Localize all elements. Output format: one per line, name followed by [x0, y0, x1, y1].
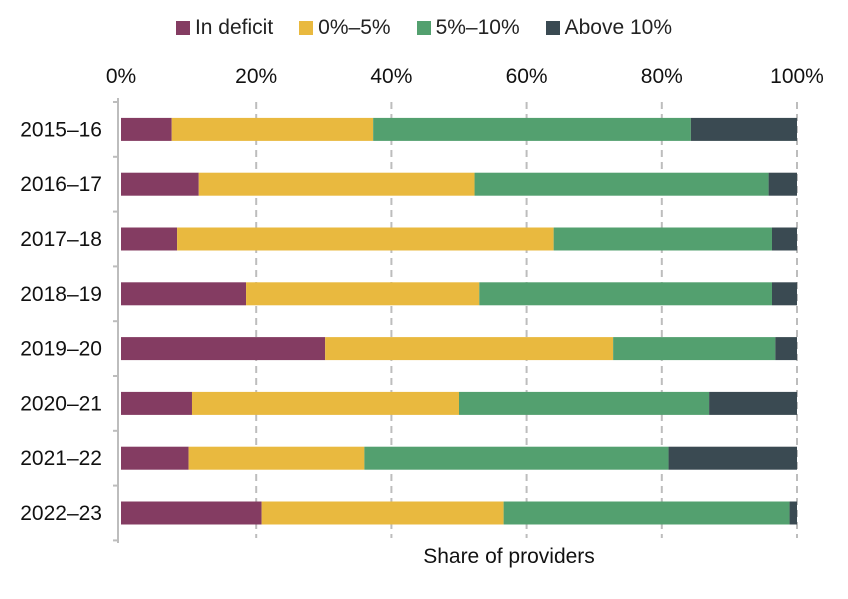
bar-2021-22-above-10	[668, 446, 797, 470]
x-tick-label: 40%	[370, 65, 412, 88]
bar-2021-22-0-5	[188, 446, 365, 470]
bar-2018-19-in-deficit	[121, 282, 247, 306]
y-category-label: 2017–18	[20, 228, 102, 251]
bar-2020-21-in-deficit	[121, 391, 192, 415]
bar-2020-21-5-10	[459, 391, 710, 415]
bar-2017-18-0-5	[177, 227, 554, 251]
bar-2017-18-in-deficit	[121, 227, 178, 251]
x-tick-label: 60%	[506, 65, 548, 88]
x-axis-title: Share of providers	[423, 545, 595, 568]
bar-2016-17-in-deficit	[121, 172, 199, 196]
axes	[113, 98, 119, 543]
y-category-label: 2015–16	[20, 118, 102, 141]
chart-legend: In deficit 0%–5% 5%–10% Above 10%	[0, 16, 848, 40]
legend-item-above-10: Above 10%	[545, 16, 673, 40]
y-category-label: 2018–19	[20, 283, 102, 306]
bar-2020-21-above-10	[709, 391, 797, 415]
bar-2017-18-5-10	[553, 227, 772, 251]
bar-2021-22-5-10	[364, 446, 669, 470]
bar-2015-16-0-5	[171, 117, 374, 141]
bar-2019-20-0-5	[325, 337, 614, 361]
bar-2016-17-0-5	[198, 172, 475, 196]
y-category-label: 2022–23	[20, 502, 102, 525]
legend-swatch-in-deficit	[175, 21, 190, 35]
bar-2018-19-above-10	[771, 282, 797, 306]
y-category-label: 2020–21	[20, 392, 102, 415]
legend-item-0-5: 0%–5%	[299, 16, 391, 40]
legend-label: 5%–10%	[435, 16, 520, 39]
y-category-labels: 2015–16 2016–17 2017–18 2018–19 2019–20 2020–…	[20, 118, 102, 525]
bar-2015-16-above-10	[690, 117, 797, 141]
bars	[121, 117, 797, 525]
legend-item-5-10: 5%–10%	[416, 16, 520, 40]
legend-label: 0%–5%	[318, 16, 391, 39]
legend-label: In deficit	[194, 16, 274, 39]
bar-2016-17-above-10	[768, 172, 797, 196]
bar-2022-23-0-5	[261, 501, 504, 525]
legend-label: Above 10%	[564, 16, 673, 39]
bar-2019-20-above-10	[775, 337, 797, 361]
legend-swatch-0-5	[299, 21, 314, 35]
legend-item-in-deficit: In deficit	[175, 16, 274, 40]
bar-2019-20-in-deficit	[121, 337, 326, 361]
bar-2022-23-5-10	[503, 501, 790, 525]
gridlines	[255, 102, 798, 538]
bar-2022-23-above-10	[789, 501, 797, 525]
bar-2018-19-5-10	[479, 282, 772, 306]
bar-2018-19-0-5	[246, 282, 480, 306]
bar-2017-18-above-10	[771, 227, 797, 251]
bar-2020-21-0-5	[191, 391, 460, 415]
y-category-label: 2016–17	[20, 173, 102, 196]
x-tick-label: 100%	[770, 65, 824, 88]
y-category-label: 2019–20	[20, 338, 102, 361]
legend-swatch-5-10	[416, 21, 431, 35]
bar-2015-16-5-10	[373, 117, 691, 141]
bar-2015-16-in-deficit	[121, 117, 172, 141]
x-tick-label: 20%	[235, 65, 277, 88]
bar-2019-20-5-10	[613, 337, 776, 361]
x-tick-label: 80%	[641, 65, 683, 88]
x-tick-label: 0%	[106, 65, 136, 88]
legend-swatch-above-10	[545, 21, 560, 35]
x-tick-labels: 0% 20% 40% 60% 80% 100%	[106, 65, 824, 88]
y-category-label: 2021–22	[20, 447, 102, 470]
bar-2022-23-in-deficit	[121, 501, 262, 525]
bar-2021-22-in-deficit	[121, 446, 189, 470]
bar-2016-17-5-10	[474, 172, 769, 196]
